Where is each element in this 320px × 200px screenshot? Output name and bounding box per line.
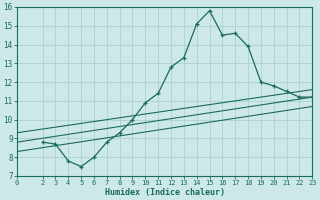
X-axis label: Humidex (Indice chaleur): Humidex (Indice chaleur): [105, 188, 225, 197]
